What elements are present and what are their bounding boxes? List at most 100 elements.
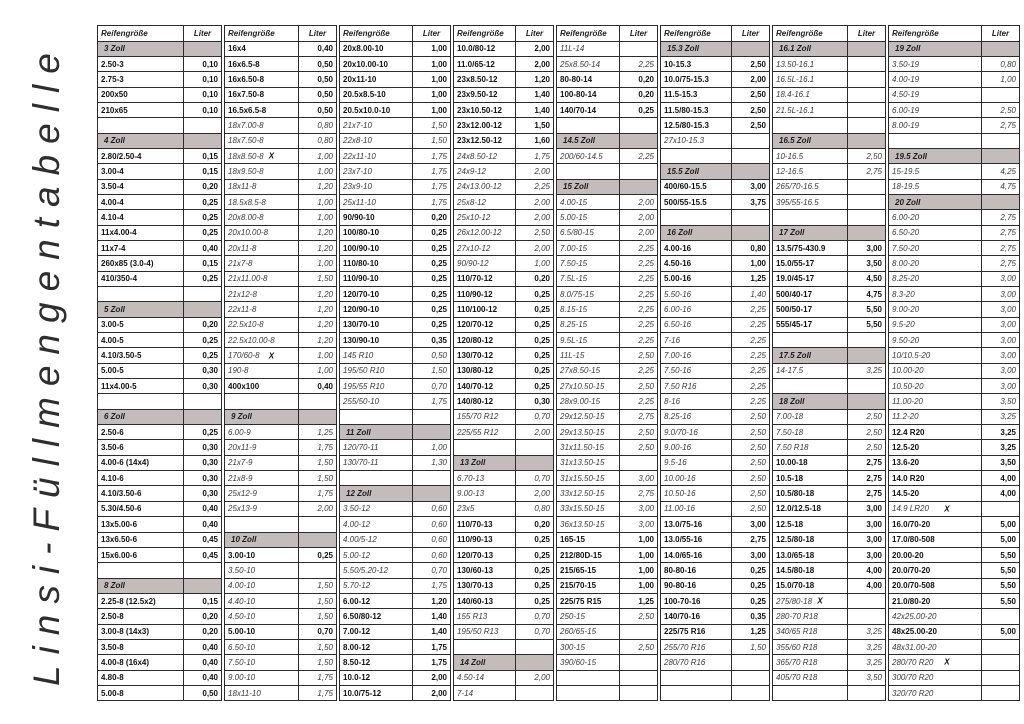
tire-table-group-3: Reifengröße Liter 20x8.00-10 1,00 20x10.00-1… — [339, 25, 451, 702]
tire-size-cell: 7.00-16 — [660, 347, 732, 364]
spacer-row — [772, 117, 886, 134]
liter-value-cell: 0,25 — [412, 239, 451, 257]
column-header-size: Reifengröße — [556, 25, 620, 42]
liter-value-cell: 0,35 — [731, 608, 770, 625]
liter-value-cell: 2,25 — [731, 301, 770, 318]
table-row: 8.00-20 2,75 — [888, 255, 1020, 272]
spacer-row — [556, 669, 658, 686]
tire-size-cell: 25x13-9 — [224, 500, 299, 518]
liter-value-cell: 0,25 — [515, 546, 554, 564]
liter-value-cell: 2,50 — [619, 378, 658, 395]
liter-value-cell: 2,25 — [731, 393, 770, 410]
liter-value-cell: 0,70 — [515, 608, 554, 625]
tire-size-cell: 15.0/55-17 — [772, 255, 848, 272]
tire-size-cell: 4.10-4 — [97, 209, 184, 226]
liter-value-cell: 2,75 — [847, 454, 886, 472]
tire-size-cell: 7.50-20 — [888, 239, 982, 257]
tire-size-cell: 355/60 R18 — [772, 638, 848, 656]
table-row: 400x100 0,40 — [224, 378, 337, 395]
table-row: 110/100-12 0,25 — [453, 301, 554, 318]
tire-size-cell: 2.50-6 — [97, 424, 184, 441]
liter-value-cell: 2,00 — [619, 193, 658, 211]
liter-value-cell: 1,00 — [412, 55, 451, 73]
liter-value-cell: 3,00 — [731, 546, 770, 564]
tire-size-cell: 6.50-10 — [224, 638, 299, 656]
liter-value-cell: 3,25 — [981, 439, 1020, 456]
liter-value-cell: 0,50 — [183, 684, 222, 702]
tire-size-cell: 23x12.50-12 — [453, 132, 516, 149]
liter-value-cell: 1,00 — [412, 101, 451, 119]
liter-value-cell: 0,25 — [731, 592, 770, 610]
empty-cell — [772, 117, 848, 134]
table-row: 48x25.00-20 5,00 — [888, 623, 1020, 640]
liter-value-cell: 2,50 — [619, 347, 658, 364]
tire-size-cell: 11.2-20 — [888, 408, 982, 426]
tire-size-cell: 33x15.50-15 — [556, 500, 620, 518]
spacer-row — [556, 684, 658, 702]
tire-size-cell: 8.25-15 — [556, 316, 620, 334]
table-row: 13.5/75-430.9 3,00 — [772, 239, 886, 257]
liter-value-cell: 1,75 — [298, 684, 337, 702]
tire-size-cell: 9.00-16 — [660, 439, 732, 456]
table-row: 5.50-16 1,40 — [660, 285, 770, 303]
tire-size-cell: 4.00-12 — [339, 516, 413, 533]
tire-size-cell: 145 R10 — [339, 347, 413, 364]
table-row: 260x85 (3.0-4) 0,15 — [97, 255, 222, 272]
tire-size-cell: 14.0/65-16 — [660, 546, 732, 564]
tire-size-cell: 21x7-10 — [339, 117, 413, 134]
liter-value-cell: 2,25 — [619, 55, 658, 73]
tire-size-cell: 24x9-12 — [453, 163, 516, 180]
tire-size-cell: 22x11-8 — [224, 301, 299, 318]
table-row: 8.00-19 2,75 — [888, 117, 1020, 134]
table-row: 8.50-12 1,75 — [339, 654, 451, 671]
liter-value-cell — [847, 178, 886, 195]
liter-value-cell: 1,25 — [619, 592, 658, 610]
table-row: 255/70 R16 1,50 — [660, 638, 770, 656]
tire-size-cell: 20x8.00-10 — [339, 40, 413, 57]
tire-size-cell: 9.00-20 — [888, 301, 982, 318]
table-row: 7.50-18 2,50 — [772, 424, 886, 441]
section-header-label: 16 Zoll — [660, 224, 732, 241]
tire-size-cell: 3.00-5 — [97, 316, 184, 334]
section-header-liter-cell — [515, 654, 554, 671]
tire-size-cell: 23x9.50-12 — [453, 86, 516, 103]
table-row: 200x50 0,10 — [97, 86, 222, 103]
empty-cell — [224, 393, 299, 410]
spacer-row — [772, 209, 886, 226]
tire-size-cell: 31x11.50-15 — [556, 439, 620, 456]
table-row: 225/75 R16 1,25 — [660, 623, 770, 640]
tire-size-cell: 18x11-10 — [224, 684, 299, 702]
table-row: 12.5/80-15.3 2,50 — [660, 117, 770, 134]
table-row: 7.50-15 2,25 — [556, 255, 658, 272]
table-row: 5.00-12 0,60 — [339, 546, 451, 564]
liter-value-cell: 3,00 — [847, 500, 886, 518]
liter-value-cell: 0,25 — [515, 562, 554, 579]
tire-size-cell: 16x4 — [224, 40, 299, 57]
tire-size-cell: 300-15 — [556, 638, 620, 656]
spacer-row — [772, 684, 886, 702]
tire-size-cell: 280/70 R16 — [660, 654, 732, 671]
liter-value-cell: 1,00 — [619, 531, 658, 548]
tire-size-cell: 11x7-4 — [97, 239, 184, 257]
liter-value-cell: 0,30 — [183, 470, 222, 487]
liter-value-cell: 2,75 — [847, 485, 886, 502]
liter-value-cell: 1,50 — [298, 638, 337, 656]
liter-value-cell: 3,00 — [981, 285, 1020, 303]
section-header-row: 15.5 Zoll — [660, 163, 770, 180]
table-row: 4.50-19 — [888, 86, 1020, 103]
table-row: 5.50/5.20-12 0,70 — [339, 562, 451, 579]
tire-size-cell: 10-15.3 — [660, 55, 732, 73]
liter-value-cell: 0,30 — [183, 378, 222, 395]
tire-size-cell: 16x6.50-8 — [224, 71, 299, 88]
liter-value-cell: 2,25 — [619, 147, 658, 165]
liter-value-cell: 2,00 — [412, 669, 451, 686]
liter-value-cell: 0,25 — [412, 270, 451, 288]
section-header-label: 4 Zoll — [97, 132, 184, 149]
tire-size-cell: 275/80-18 X — [772, 592, 848, 610]
tire-size-cell: 10-16.5 — [772, 147, 848, 165]
empty-cell — [298, 393, 337, 410]
table-row: 555/45-17 5,50 — [772, 316, 886, 334]
liter-value-cell: 0,40 — [183, 654, 222, 671]
table-row: 27x8.50-15 2,25 — [556, 362, 658, 380]
table-row: 16.5L-16.1 — [772, 71, 886, 88]
